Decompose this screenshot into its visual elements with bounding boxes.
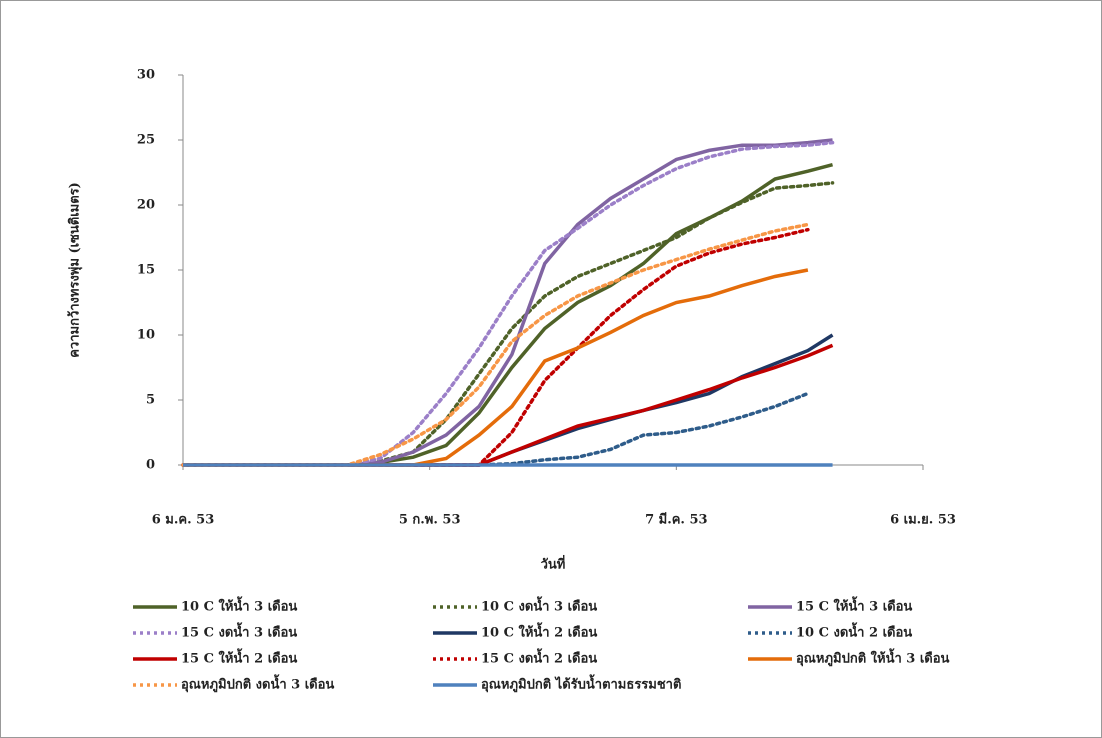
series-line bbox=[183, 143, 833, 465]
y-tick-label: 10 bbox=[137, 328, 155, 343]
x-tick-label: 5 ก.พ. 53 bbox=[399, 513, 461, 528]
x-tick-label: 6 เม.ย. 53 bbox=[890, 513, 956, 528]
series-line bbox=[183, 183, 833, 465]
x-axis-label: วันที่ bbox=[541, 555, 566, 573]
legend-label: อุณหภูมิปกติ ได้รับน้ำตามธรรมชาติ bbox=[481, 674, 681, 693]
x-tick-label: 7 มี.ค. 53 bbox=[645, 512, 708, 528]
legend-label: 15 C ให้น้ำ 3 เดือน bbox=[796, 596, 912, 615]
legend-label: 10 C งดน้ำ 3 เดือน bbox=[481, 596, 597, 615]
x-tick-label: 6 ม.ค. 53 bbox=[152, 513, 215, 528]
series-line bbox=[183, 230, 808, 465]
legend-label: 15 C งดน้ำ 2 เดือน bbox=[481, 648, 597, 667]
legend-label: 15 C ให้น้ำ 2 เดือน bbox=[181, 648, 297, 667]
legend-label: อุณหภูมิปกติ งดน้ำ 3 เดือน bbox=[181, 674, 334, 693]
series-line bbox=[183, 165, 833, 465]
series-line bbox=[183, 335, 833, 465]
y-tick-label: 25 bbox=[137, 133, 155, 148]
legend-label: อุณหภูมิปกติ ให้น้ำ 3 เดือน bbox=[796, 648, 950, 667]
y-tick-label: 0 bbox=[146, 458, 155, 473]
legend-label: 10 C ให้น้ำ 3 เดือน bbox=[181, 596, 297, 615]
series-line bbox=[183, 225, 808, 466]
legend-label: 15 C งดน้ำ 3 เดือน bbox=[181, 622, 297, 641]
y-tick-label: 20 bbox=[137, 198, 155, 213]
y-axis-label: ความกว้างทรงพุ่ม (เซนติเมตร) bbox=[67, 182, 83, 358]
series-line bbox=[183, 270, 808, 465]
legend-label: 10 C งดน้ำ 2 เดือน bbox=[796, 622, 912, 641]
y-tick-label: 15 bbox=[137, 263, 155, 278]
chart: ความกว้างทรงพุ่ม (เซนติเมตร) วันที่ 0 5 10… bbox=[0, 0, 1102, 738]
legend-label: 10 C ให้น้ำ 2 เดือน bbox=[481, 622, 597, 641]
series-line bbox=[183, 394, 808, 466]
y-tick-label: 5 bbox=[146, 393, 155, 408]
y-tick-label: 30 bbox=[137, 68, 155, 83]
